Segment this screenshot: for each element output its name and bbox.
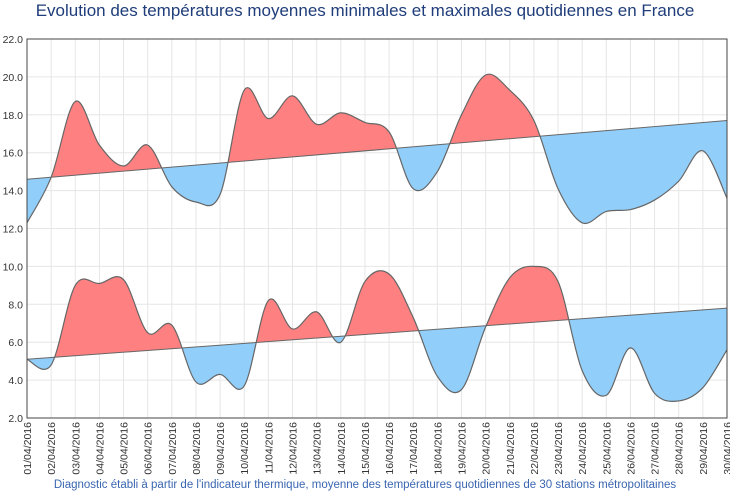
x-tick-label: 17/04/2016 xyxy=(408,422,420,475)
below-normal-area xyxy=(27,308,727,402)
x-tick-label: 22/04/2016 xyxy=(529,422,541,475)
x-tick-label: 15/04/2016 xyxy=(360,422,372,475)
y-tick-label: 14.0 xyxy=(3,186,24,198)
y-tick-label: 22.0 xyxy=(3,34,24,46)
y-tick-label: 8.0 xyxy=(8,299,23,311)
x-tick-label: 20/04/2016 xyxy=(481,422,493,475)
x-tick-label: 30/04/2016 xyxy=(722,422,730,475)
x-tick-label: 16/04/2016 xyxy=(384,422,396,475)
x-tick-label: 06/04/2016 xyxy=(143,422,155,475)
y-tick-label: 20.0 xyxy=(3,72,24,84)
x-tick-label: 29/04/2016 xyxy=(698,422,710,475)
chart-footer: Diagnostic établi à partir de l'indicate… xyxy=(53,479,677,491)
x-tick-label: 13/04/2016 xyxy=(312,422,324,475)
y-tick-label: 4.0 xyxy=(8,375,23,387)
y-tick-label: 2.0 xyxy=(8,413,23,425)
x-tick-label: 10/04/2016 xyxy=(239,422,251,475)
y-tick-label: 10.0 xyxy=(3,261,24,273)
x-tick-label: 21/04/2016 xyxy=(505,422,517,475)
x-tick-label: 14/04/2016 xyxy=(336,422,348,475)
x-tick-label: 02/04/2016 xyxy=(46,422,58,475)
x-tick-label: 08/04/2016 xyxy=(191,422,203,475)
temperature-line xyxy=(26,265,728,403)
x-tick-label: 23/04/2016 xyxy=(553,422,565,475)
y-tick-label: 12.0 xyxy=(3,224,24,236)
y-tick-label: 16.0 xyxy=(3,148,24,160)
above-normal-area xyxy=(27,266,727,360)
x-tick-label: 03/04/2016 xyxy=(70,422,82,475)
temperature-line xyxy=(26,73,728,225)
x-tick-label: 28/04/2016 xyxy=(674,422,686,475)
x-tick-label: 05/04/2016 xyxy=(119,422,131,475)
y-tick-label: 18.0 xyxy=(3,110,24,122)
x-tick-label: 09/04/2016 xyxy=(215,422,227,475)
x-tick-label: 12/04/2016 xyxy=(288,422,300,475)
normal-line xyxy=(26,307,728,360)
plot-frame xyxy=(26,38,728,419)
x-tick-label: 18/04/2016 xyxy=(432,422,444,475)
x-tick-label: 07/04/2016 xyxy=(167,422,179,475)
x-tick-label: 26/04/2016 xyxy=(625,422,637,475)
chart-title: Evolution des températures moyennes mini… xyxy=(35,1,695,20)
x-tick-label: 27/04/2016 xyxy=(650,422,662,475)
normal-line xyxy=(26,119,728,180)
x-tick-label: 25/04/2016 xyxy=(601,422,613,475)
y-tick-label: 6.0 xyxy=(8,337,23,349)
x-tick-label: 01/04/2016 xyxy=(22,422,34,475)
x-tick-label: 24/04/2016 xyxy=(577,422,589,475)
x-tick-label: 04/04/2016 xyxy=(94,422,106,475)
x-tick-label: 11/04/2016 xyxy=(263,422,275,474)
x-tick-label: 19/04/2016 xyxy=(456,422,468,475)
above-normal-area xyxy=(27,74,727,180)
